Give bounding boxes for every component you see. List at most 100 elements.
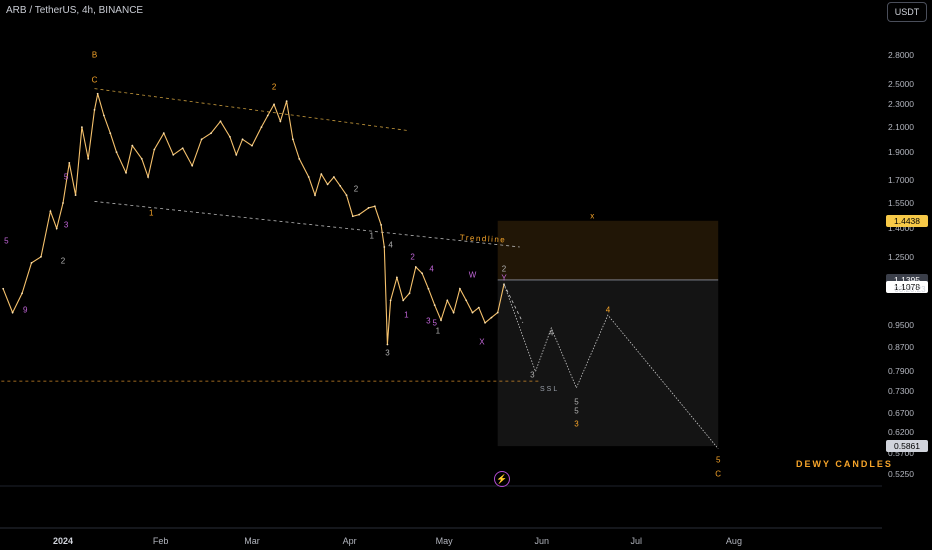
price-point	[459, 287, 461, 290]
price-point	[380, 224, 383, 226]
wave-label: 1	[404, 310, 409, 320]
price-point	[260, 126, 263, 129]
price-point	[367, 207, 370, 209]
price-point	[235, 153, 238, 156]
channel-line-0	[94, 88, 410, 132]
wave-label: 2	[410, 252, 415, 262]
zone-0	[497, 220, 719, 280]
price-point	[339, 185, 342, 187]
wave-label: 5	[63, 172, 69, 182]
price-point	[279, 120, 282, 123]
price-point	[125, 171, 127, 174]
lightning-icon[interactable]: ⚡	[494, 471, 510, 487]
wave-label: C	[91, 75, 98, 85]
price-point	[471, 311, 474, 314]
price-point	[109, 132, 112, 135]
projection-path-1	[503, 284, 524, 323]
price-point	[251, 144, 253, 147]
y-tick-label: 0.8700	[888, 342, 914, 353]
wave-label: 5	[574, 406, 579, 416]
x-tick-label: Feb	[152, 536, 169, 546]
price-point	[229, 135, 231, 138]
ssl-label: SSL	[540, 386, 560, 393]
y-tick-label: 0.7300	[888, 386, 914, 397]
price-point	[396, 276, 398, 279]
wave-label: 5	[715, 455, 721, 465]
price-point	[191, 164, 194, 167]
price-point	[181, 147, 184, 150]
price-point	[273, 103, 275, 106]
wave-label: C	[715, 469, 722, 479]
wave-label: x	[590, 211, 595, 221]
price-point	[2, 287, 5, 290]
price-point	[103, 114, 105, 117]
price-point	[162, 132, 165, 135]
price-point	[320, 173, 323, 176]
price-point	[326, 183, 329, 186]
price-point	[93, 108, 96, 111]
price-point	[465, 299, 468, 302]
price-point	[427, 287, 430, 290]
price-point	[30, 261, 33, 264]
x-tick-label: 2024	[52, 536, 74, 546]
price-point	[314, 194, 316, 197]
price-badge: 0.5861	[886, 440, 928, 453]
price-point	[74, 194, 77, 197]
price-badge: 1.4438	[886, 214, 928, 227]
price-point	[484, 321, 486, 324]
price-point	[345, 194, 348, 197]
price-point	[496, 311, 499, 314]
price-point	[298, 157, 301, 160]
y-tick-label: 1.2500	[888, 251, 914, 262]
wave-label: 3	[385, 348, 390, 358]
y-tick-label: 1.4000	[888, 223, 914, 234]
price-point	[68, 162, 71, 164]
price-point	[21, 292, 23, 295]
price-point	[292, 138, 294, 141]
price-point	[440, 319, 442, 322]
price-point	[490, 316, 493, 319]
wave-label: 2	[501, 264, 507, 274]
y-tick-label: 0.9500	[888, 320, 914, 331]
price-point	[87, 157, 90, 160]
wave-label: 2	[271, 82, 277, 92]
x-tick-label: May	[435, 536, 453, 546]
wave-label: X	[479, 337, 485, 347]
price-point	[477, 306, 480, 309]
price-point	[452, 311, 455, 314]
wave-label: W	[468, 270, 477, 280]
wave-label: 3	[426, 316, 431, 326]
wave-label: Y	[501, 273, 507, 283]
y-tick-label: 1.7000	[888, 174, 914, 185]
x-tick-label: Mar	[244, 536, 260, 546]
wave-label: 3	[530, 370, 535, 380]
wave-label: 5	[432, 318, 437, 328]
wave-label: 1	[148, 208, 154, 218]
price-point	[386, 343, 389, 346]
price-point	[62, 202, 64, 204]
y-tick-label: 1.9000	[888, 147, 914, 158]
x-tick-label: Apr	[342, 536, 357, 546]
projection-path-2	[503, 284, 719, 449]
price-point	[200, 138, 203, 141]
price-point	[285, 100, 288, 103]
price-point	[333, 176, 335, 178]
price-point	[446, 299, 449, 302]
price-point	[241, 138, 244, 141]
y-tick-label: 0.7900	[888, 366, 914, 377]
branding-text: DEWY CANDLES	[796, 459, 893, 469]
price-point	[172, 153, 175, 156]
price-point	[414, 266, 417, 268]
y-tick-label: 0.5250	[888, 468, 914, 479]
wave-label: 4	[549, 328, 554, 338]
zone-1	[497, 279, 719, 447]
x-tick-label: Aug	[725, 536, 742, 546]
price-point	[40, 255, 42, 258]
currency-button[interactable]: USDT	[887, 2, 927, 22]
price-point	[49, 210, 52, 213]
price-point	[96, 92, 99, 95]
wave-label: 2	[353, 184, 359, 194]
y-tick-label: 0.5700	[888, 448, 914, 459]
